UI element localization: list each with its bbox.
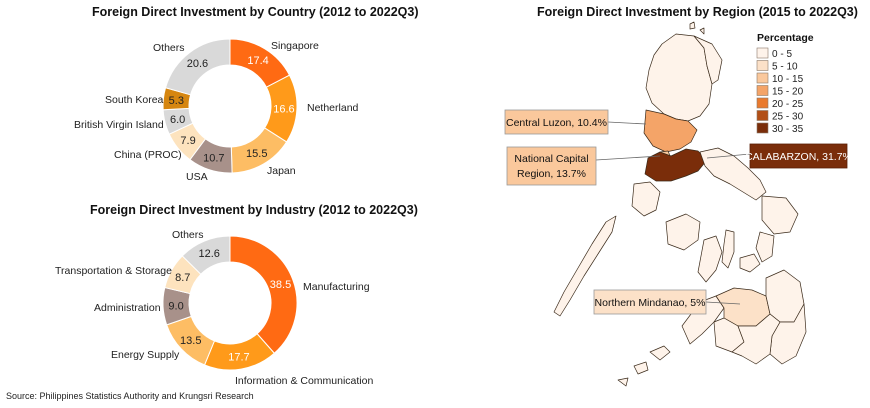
slice-manufacturing: [229, 235, 298, 354]
region-sulu: [617, 345, 671, 387]
category-label-transportation-storage: Transportation & Storage: [55, 265, 172, 277]
region-northern-luzon: [645, 33, 713, 122]
value-label-administration: 9.0: [168, 301, 183, 313]
region-negros: [697, 235, 723, 283]
category-label-information-communication: Information & Communication: [235, 375, 373, 387]
value-label-manufacturing: 38.5: [270, 279, 291, 291]
legend-swatch-5-10: [756, 60, 769, 71]
value-label-others: 20.6: [187, 58, 208, 70]
category-label-china-proc: China (PROC): [114, 149, 182, 161]
legend-swatch-10-15: [756, 72, 769, 84]
callout-northern-mindanao: Northern Mindanao, 5%: [593, 289, 741, 315]
country-chart-title: Foreign Direct Investment by Country (20…: [92, 5, 419, 19]
industry-chart-title: Foreign Direct Investment by Industry (2…: [90, 203, 418, 217]
region-panay: [665, 213, 701, 251]
legend-swatch-15-20: [756, 85, 769, 96]
map-title: Foreign Direct Investment by Region (201…: [537, 5, 858, 19]
callout-central-luzon: Central Luzon, 10.4%: [504, 109, 647, 135]
callout-ncr-text-2: Region, 13.7%: [517, 168, 586, 180]
region-leyte: [755, 231, 775, 263]
callout-calabarzon: CALABARZON, 31.7%: [706, 143, 852, 169]
legend-title: Percentage: [757, 32, 814, 44]
category-label-british-virgin-island: British Virgin Island: [74, 119, 164, 131]
callout-ncr-text-1: National Capital: [514, 153, 588, 165]
value-label-south-korea: 5.3: [169, 95, 184, 107]
category-label-others: Others: [172, 229, 204, 241]
category-label-others: Others: [153, 42, 185, 54]
callout-northern-mindanao-text: Northern Mindanao, 5%: [595, 297, 706, 309]
region-bicol: [699, 147, 767, 201]
region-palawan: [553, 215, 617, 317]
value-label-transportation-storage: 8.7: [175, 272, 190, 284]
category-label-usa: USA: [186, 171, 208, 183]
region-batanes: [689, 21, 705, 35]
legend-swatch-25-30: [756, 110, 769, 121]
category-label-manufacturing: Manufacturing: [303, 281, 370, 293]
callout-calabarzon-text: CALABARZON, 31.7%: [745, 151, 852, 163]
category-label-singapore: Singapore: [271, 40, 319, 52]
value-label-energy-supply: 13.5: [180, 335, 201, 347]
category-label-administration: Administration: [94, 302, 161, 314]
slice-others: [164, 38, 231, 96]
slice-others: [181, 235, 231, 275]
category-label-japan: Japan: [267, 165, 296, 177]
category-label-south-korea: South Korea: [105, 94, 164, 106]
category-label-netherland: Netherland: [307, 102, 359, 114]
legend-label-30-35: 30 - 35: [772, 124, 804, 135]
category-label-energy-supply: Energy Supply: [111, 349, 180, 361]
legend-swatch-20-25: [756, 97, 769, 109]
region-central-luzon: [643, 109, 698, 153]
value-label-singapore: 17.4: [247, 55, 268, 67]
region-cebu: [721, 229, 735, 269]
region-mindoro: [631, 181, 661, 217]
region-calabarzon: [644, 148, 708, 182]
source-note: Source: Philippines Statistics Authority…: [6, 391, 254, 401]
legend-label-5-10: 5 - 10: [772, 62, 798, 73]
region-bohol: [739, 253, 761, 273]
value-label-japan: 15.5: [246, 148, 267, 160]
legend-swatch-0-5: [756, 47, 769, 59]
callout-ncr: National Capital Region, 13.7%: [506, 146, 661, 186]
legend-label-20-25: 20 - 25: [772, 99, 804, 110]
value-label-china-proc: 7.9: [180, 135, 195, 147]
legend-swatch-30-35: [756, 122, 769, 134]
region-samar: [761, 195, 799, 235]
value-label-information-communication: 17.7: [228, 351, 249, 363]
legend-label-15-20: 15 - 20: [772, 87, 804, 98]
value-label-netherland: 16.6: [273, 103, 294, 115]
legend-label-25-30: 25 - 30: [772, 112, 804, 123]
legend-label-10-15: 10 - 15: [772, 74, 804, 85]
value-label-british-virgin-island: 6.0: [170, 114, 185, 126]
callout-central-luzon-text: Central Luzon, 10.4%: [506, 117, 607, 129]
value-label-usa: 10.7: [203, 153, 224, 165]
legend-label-0-5: 0 - 5: [772, 49, 792, 60]
region-cagayan: [693, 35, 723, 85]
value-label-others: 12.6: [198, 248, 219, 260]
region-soccsksargen: [731, 313, 781, 365]
